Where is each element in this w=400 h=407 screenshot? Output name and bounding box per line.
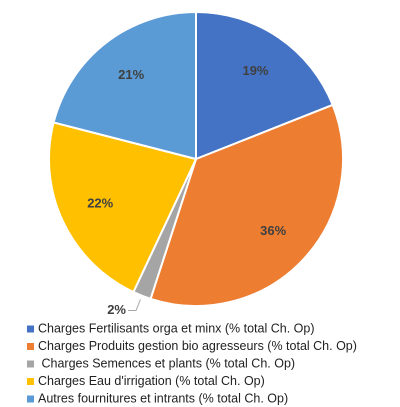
legend-swatch [27, 325, 34, 333]
pie-slice [48, 121, 198, 294]
legend-swatch [27, 343, 34, 350]
pie-slice [52, 10, 197, 161]
data-label: 22% [87, 196, 113, 211]
leader-line [127, 299, 141, 312]
legend-swatch [27, 378, 34, 385]
legend-swatch [27, 360, 34, 368]
legend-swatch [27, 395, 34, 403]
data-label: 2% [107, 302, 126, 317]
legend-label: Charges Semences et plants (% total Ch. … [38, 356, 295, 370]
legend-label: Charges Eau d'irrigation (% total Ch. Op… [38, 374, 265, 388]
data-label: 21% [118, 67, 144, 82]
legend-label: Autres fournitures et intrants (% total … [38, 391, 288, 405]
pie-slice [195, 10, 334, 161]
pie-slice [149, 103, 344, 307]
data-label: 36% [260, 223, 286, 238]
legend-label: Charges Produits gestion bio agresseurs … [38, 339, 357, 353]
data-label: 19% [242, 63, 268, 78]
legend-label: Charges Fertilisants orga et minx (% tot… [38, 321, 315, 335]
